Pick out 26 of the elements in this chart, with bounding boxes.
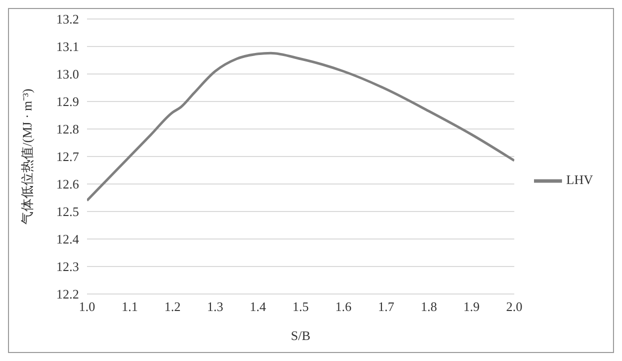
y-tick-label: 13.0 — [56, 66, 79, 82]
x-tick-label: 1.1 — [122, 299, 138, 314]
x-tick-label: 1.9 — [463, 299, 480, 314]
x-tick-label: 1.0 — [78, 299, 96, 314]
y-tick-label: 13.1 — [56, 39, 79, 54]
x-tick-label: 1.6 — [335, 299, 352, 314]
y-tick-label: 12.8 — [56, 122, 79, 137]
line-series — [87, 52, 514, 202]
y-tick-label: 12.5 — [56, 204, 79, 220]
legend-label: LHV — [566, 171, 593, 186]
x-tick-label: 1.8 — [420, 299, 437, 314]
x-axis-title: S/B — [290, 328, 311, 343]
x-tick-label: 2.0 — [506, 299, 522, 314]
x-tick-label: 1.2 — [164, 299, 181, 314]
y-tick-label: 12.4 — [56, 232, 80, 247]
y-tick-label: 13.2 — [56, 12, 79, 27]
y-axis-title: 气体低位热值/(MJ · m⁻³) — [20, 88, 35, 224]
x-tick-label: 1.7 — [378, 299, 395, 314]
x-tick-label: 1.3 — [207, 299, 224, 314]
y-tick-label: 12.7 — [56, 149, 80, 164]
y-tick-label: 12.2 — [56, 286, 79, 302]
y-tick-label: 12.9 — [56, 94, 79, 110]
y-tick-label: 12.6 — [56, 176, 80, 192]
y-tick-label: 12.3 — [56, 259, 79, 274]
x-tick-label: 1.5 — [292, 299, 309, 314]
x-tick-label: 1.4 — [250, 299, 267, 314]
